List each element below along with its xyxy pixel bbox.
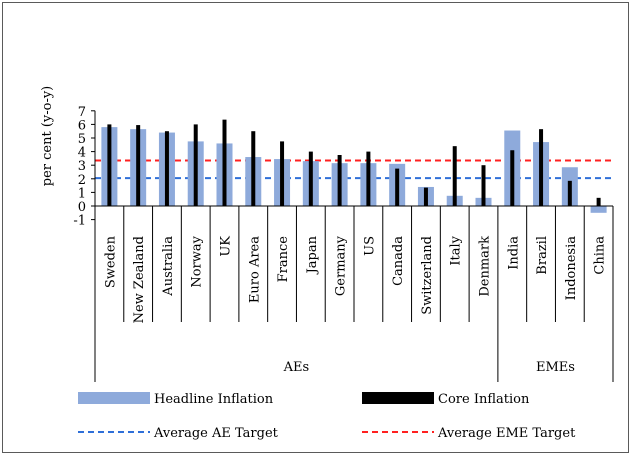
category-label: Germany [334, 235, 349, 296]
core-bar [366, 151, 371, 206]
legend-ae-target-label: Average AE Target [153, 426, 279, 441]
core-bar [539, 129, 544, 206]
category-label: Brazil [535, 236, 550, 275]
legend-core-label: Core Inflation [438, 392, 530, 407]
category-label: Switzerland [420, 236, 435, 315]
category-label: US [362, 236, 377, 256]
category-label: Indonesia [564, 236, 579, 301]
category-label: Denmark [478, 236, 493, 297]
core-bar [395, 168, 400, 206]
category-label: Australia [161, 236, 176, 297]
category-label: Canada [391, 236, 406, 286]
category-label: UK [219, 236, 234, 257]
group-label: EMEs [536, 360, 575, 375]
core-bar [107, 124, 112, 206]
y-tick-label: 6 [78, 118, 86, 133]
category-label: France [276, 236, 291, 283]
legend-core-swatch [362, 392, 434, 404]
legend-headline-label: Headline Inflation [154, 392, 274, 407]
headline-bar [590, 206, 607, 213]
core-bar [136, 125, 141, 206]
category-label: New Zealand [132, 236, 147, 323]
core-bar [337, 155, 342, 206]
y-tick-label: 5 [78, 132, 86, 147]
y-tick-label: -1 [73, 214, 86, 229]
core-bar [423, 187, 428, 206]
category-label: China [593, 236, 608, 275]
y-tick-label: 1 [78, 186, 86, 201]
core-bar [193, 124, 198, 206]
legend-eme-target-label: Average EME Target [437, 426, 576, 441]
legend-headline-swatch [78, 392, 150, 404]
y-tick-label: 4 [78, 146, 86, 161]
core-bar [481, 165, 486, 206]
category-label: Norway [190, 235, 205, 287]
category-label: Sweden [103, 235, 118, 288]
core-bar [222, 119, 227, 206]
category-label: India [506, 236, 521, 270]
core-bar [452, 146, 457, 206]
core-bar [280, 141, 285, 206]
y-tick-label: 0 [78, 200, 86, 215]
legend: Headline Inflation Core Inflation Average … [78, 392, 576, 441]
category-label: Japan [305, 235, 320, 275]
core-bar [164, 131, 169, 206]
category-label: Italy [449, 235, 464, 265]
core-bar [308, 151, 313, 206]
y-axis-label: per cent (y-o-y) [40, 86, 55, 187]
y-tick-label: 3 [78, 159, 86, 174]
chart-frame [2, 2, 629, 453]
y-tick-label: 7 [78, 105, 86, 120]
group-label: AEs [283, 360, 310, 375]
core-bar [510, 150, 515, 206]
core-bar [596, 197, 601, 206]
core-bar [567, 180, 572, 206]
core-bar [251, 131, 256, 206]
category-label: Euro Area [247, 236, 262, 303]
y-tick-label: 2 [78, 173, 86, 188]
